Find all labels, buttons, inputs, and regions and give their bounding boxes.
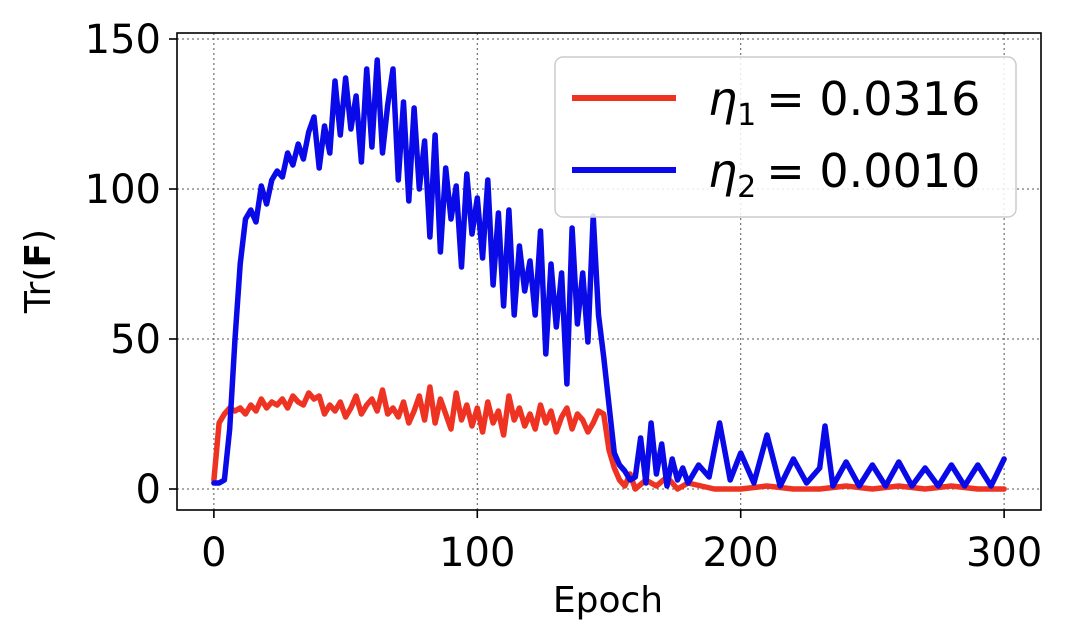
x-tick-label: 200 — [703, 530, 779, 576]
x-tick-label: 300 — [966, 530, 1042, 576]
y-tick-label: 100 — [85, 167, 161, 213]
x-tick-label: 100 — [439, 530, 515, 576]
legend-label-eta1: η1 = 0.0316 — [708, 72, 980, 133]
y-tick-label: 150 — [85, 17, 161, 63]
plot-frame — [176, 32, 1042, 511]
ticks: 0 100 200 300 0 50 100 150 — [85, 17, 1043, 576]
series-line-eta1 — [211, 384, 1007, 492]
x-tick-label: 0 — [201, 530, 226, 576]
legend-label-eta2: η2 = 0.0010 — [708, 144, 980, 205]
y-axis-label: Tr(F) — [18, 229, 59, 314]
series-layer — [211, 57, 1007, 492]
legend: η1 = 0.0316 η2 = 0.0010 — [554, 56, 1017, 218]
y-tick-label: 50 — [110, 317, 161, 363]
x-axis-label: Epoch — [553, 580, 663, 621]
series-line-eta2 — [211, 57, 1007, 489]
y-tick-label: 0 — [136, 467, 161, 513]
